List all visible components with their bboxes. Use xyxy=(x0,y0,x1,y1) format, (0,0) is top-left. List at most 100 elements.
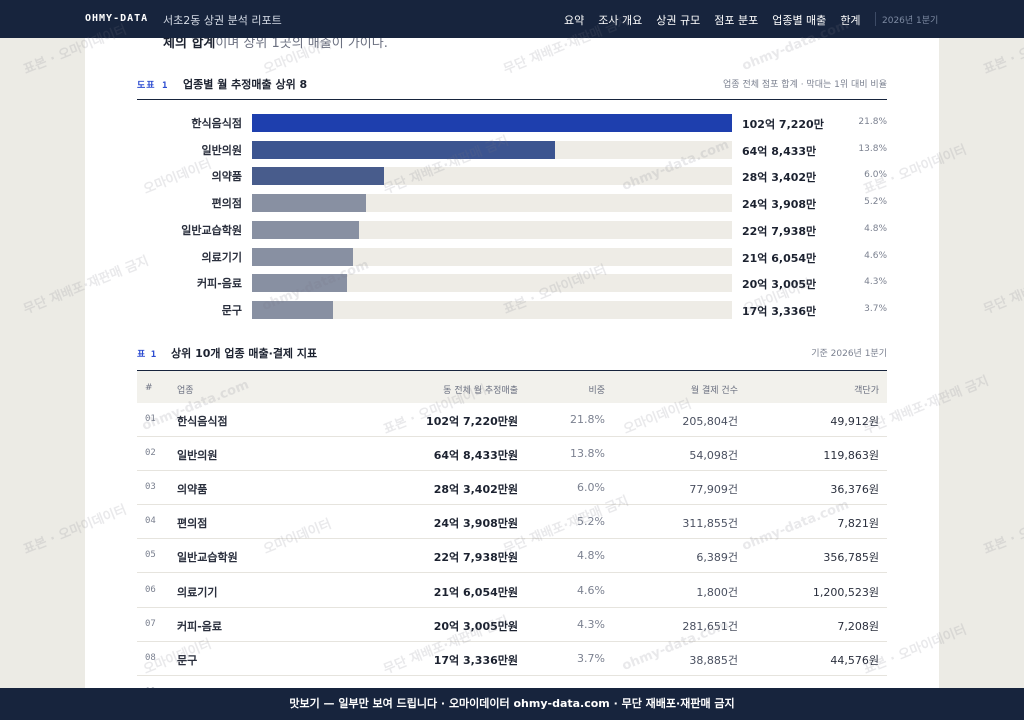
row-payment-count: 77,909건 xyxy=(689,483,738,497)
bar-row: 한식음식점 102억 7,220만 21.8% xyxy=(137,114,887,132)
bar-value-label: 21억 6,054만 xyxy=(742,251,817,265)
bar-value-label: 24억 3,908만 xyxy=(742,198,817,212)
table-row: 07 커피-음료 20억 3,005만원 4.3% 281,651건 7,208원 xyxy=(137,608,887,642)
bar-track xyxy=(252,194,732,213)
nav-item-summary[interactable]: 요약 xyxy=(564,14,585,27)
bar-value-label: 22억 7,938만 xyxy=(742,224,817,238)
nav-item-store-distribution[interactable]: 점포 분포 xyxy=(714,14,759,27)
bar-mark xyxy=(252,247,353,266)
cut-off-rest: 이며 상위 1곳의 매출이 가이다. xyxy=(215,38,388,51)
row-ticket-price: 49,912원 xyxy=(830,415,879,428)
row-sales: 28억 3,402만원 xyxy=(433,483,518,497)
col-sales: 동 전체 월 추정매출 xyxy=(443,386,518,396)
row-industry: 문구 xyxy=(177,653,198,667)
bar-value-label: 28억 3,402만 xyxy=(742,171,817,185)
table-label: 표 1 xyxy=(137,350,157,360)
bar-row: 일반교습학원 22억 7,938만 4.8% xyxy=(137,220,887,239)
bar-track xyxy=(252,114,732,132)
bar-track xyxy=(252,247,732,266)
row-ticket-price: 356,785원 xyxy=(823,551,879,565)
row-share: 4.8% xyxy=(577,549,605,563)
bar-row: 문구 17억 3,336만 3.7% xyxy=(137,300,887,319)
row-payment-count: 311,855건 xyxy=(682,517,738,531)
preview-banner: 맛보기 — 일부만 보여 드립니다 · 오마이데이터 ohmy-data.com… xyxy=(0,688,1024,720)
table-column-header: # 업종 동 전체 월 추정매출 비중 월 결제 건수 객단가 xyxy=(137,370,887,403)
bar-share-label: 4.8% xyxy=(864,223,887,234)
row-ticket-price: 44,576원 xyxy=(830,653,879,667)
col-payment-count: 월 결제 건수 xyxy=(690,386,738,396)
period-label: 2026년 1분기 xyxy=(882,16,939,26)
bar-row: 일반의원 64억 8,433만 13.8% xyxy=(137,140,887,159)
row-share: 5.2% xyxy=(577,515,605,529)
nav-item-overview[interactable]: 조사 개요 xyxy=(598,14,643,27)
nav-item-limitations[interactable]: 한계 xyxy=(840,14,861,27)
report-paper: 체의 합계이며 상위 1곳의 매출이 가이다. 도표 1 업종별 월 추정매출 … xyxy=(85,38,939,690)
brand-logo[interactable]: OHMY-DATA xyxy=(85,13,149,24)
bar-mark xyxy=(252,114,732,132)
bar-category-label: 커피-음료 xyxy=(196,277,242,291)
row-industry: 일반의원 xyxy=(177,449,218,463)
row-index: 06 xyxy=(145,584,156,595)
figure-label: 도표 1 xyxy=(137,81,169,91)
nav-item-sales-by-industry[interactable]: 업종별 매출 xyxy=(772,14,827,27)
row-index: 08 xyxy=(145,652,156,663)
row-ticket-price: 1,200,523원 xyxy=(812,585,879,599)
row-share: 6.0% xyxy=(577,481,605,495)
bar-share-label: 6.0% xyxy=(864,170,887,181)
bar-mark xyxy=(252,140,555,159)
bar-mark xyxy=(252,300,333,319)
nav-item-market-size[interactable]: 상권 규모 xyxy=(656,14,701,27)
row-industry: 의료기기 xyxy=(177,585,218,599)
bar-row: 편의점 24억 3,908만 5.2% xyxy=(137,194,887,213)
watermark-text: 무단 재배포·재판매 금지 xyxy=(981,254,1024,318)
bar-share-label: 13.8% xyxy=(858,143,887,154)
row-payment-count: 38,885건 xyxy=(689,653,738,667)
table-row: 06 의료기기 21억 6,054만원 4.6% 1,800건 1,200,523원 xyxy=(137,574,887,608)
row-payment-count: 281,651건 xyxy=(682,619,738,633)
row-sales: 17억 3,336만원 xyxy=(433,653,518,667)
col-ticket-price: 객단가 xyxy=(854,386,879,396)
row-ticket-price: 7,208원 xyxy=(837,619,879,633)
bar-track xyxy=(252,274,732,293)
table-row: 02 일반의원 64억 8,433만원 13.8% 54,098건 119,863원 xyxy=(137,437,887,472)
row-share: 4.6% xyxy=(577,583,605,597)
table-row: 05 일반교습학원 22억 7,938만원 4.8% 6,389건 356,785원 xyxy=(137,539,887,574)
table-header: 표 1 상위 10개 업종 매출·결제 지표 기준 2026년 1분기 xyxy=(137,345,887,365)
cut-off-paragraph: 체의 합계이며 상위 1곳의 매출이 가이다. xyxy=(163,38,388,51)
bar-share-label: 21.8% xyxy=(858,117,887,127)
bar-value-label: 64억 8,433만 xyxy=(742,144,817,158)
col-index: # xyxy=(145,383,153,393)
watermark-text: 표본 · 오마이데이터 xyxy=(981,502,1024,558)
row-share: 3.7% xyxy=(577,651,605,665)
row-share: 13.8% xyxy=(570,447,605,461)
figure-title: 업종별 월 추정매출 상위 8 xyxy=(183,78,308,91)
bar-category-label: 일반의원 xyxy=(201,143,242,157)
col-share: 비중 xyxy=(588,386,605,396)
table-row: 08 문구 17억 3,336만원 3.7% 38,885건 44,576원 xyxy=(137,642,887,676)
row-payment-count: 205,804건 xyxy=(682,415,738,428)
table-title: 상위 10개 업종 매출·결제 지표 xyxy=(171,347,318,360)
bar-track xyxy=(252,220,732,239)
bar-value-label: 17억 3,336만 xyxy=(742,304,817,318)
table-row: 04 편의점 24억 3,908만원 5.2% 311,855건 7,821원 xyxy=(137,505,887,540)
figure-header: 도표 1 업종별 월 추정매출 상위 8 업종 전체 점포 합계 · 막대는 1… xyxy=(137,76,887,102)
row-index: 02 xyxy=(145,448,156,459)
bar-category-label: 문구 xyxy=(221,303,242,317)
col-industry: 업종 xyxy=(177,386,194,396)
bar-share-label: 4.6% xyxy=(864,250,887,261)
bar-row: 의료기기 21억 6,054만 4.6% xyxy=(137,247,887,266)
cut-off-bold: 체의 합계 xyxy=(163,38,216,51)
bar-mark xyxy=(252,194,366,213)
bar-category-label: 의약품 xyxy=(211,170,242,184)
figure-rule xyxy=(137,99,887,100)
row-industry: 편의점 xyxy=(177,517,208,531)
bar-share-label: 5.2% xyxy=(864,197,887,208)
bar-value-label: 102억 7,220만 xyxy=(742,118,824,131)
top-navbar: OHMY-DATA 서초2동 상권 분석 리포트 요약 조사 개요 상권 규모 … xyxy=(0,0,1024,38)
table-note: 기준 2026년 1분기 xyxy=(811,349,887,359)
figure-note: 업종 전체 점포 합계 · 막대는 1위 대비 비율 xyxy=(723,80,887,90)
bar-mark xyxy=(252,274,347,293)
bar-track xyxy=(252,300,732,319)
row-sales: 64억 8,433만원 xyxy=(433,449,518,463)
bar-share-label: 4.3% xyxy=(864,277,887,288)
